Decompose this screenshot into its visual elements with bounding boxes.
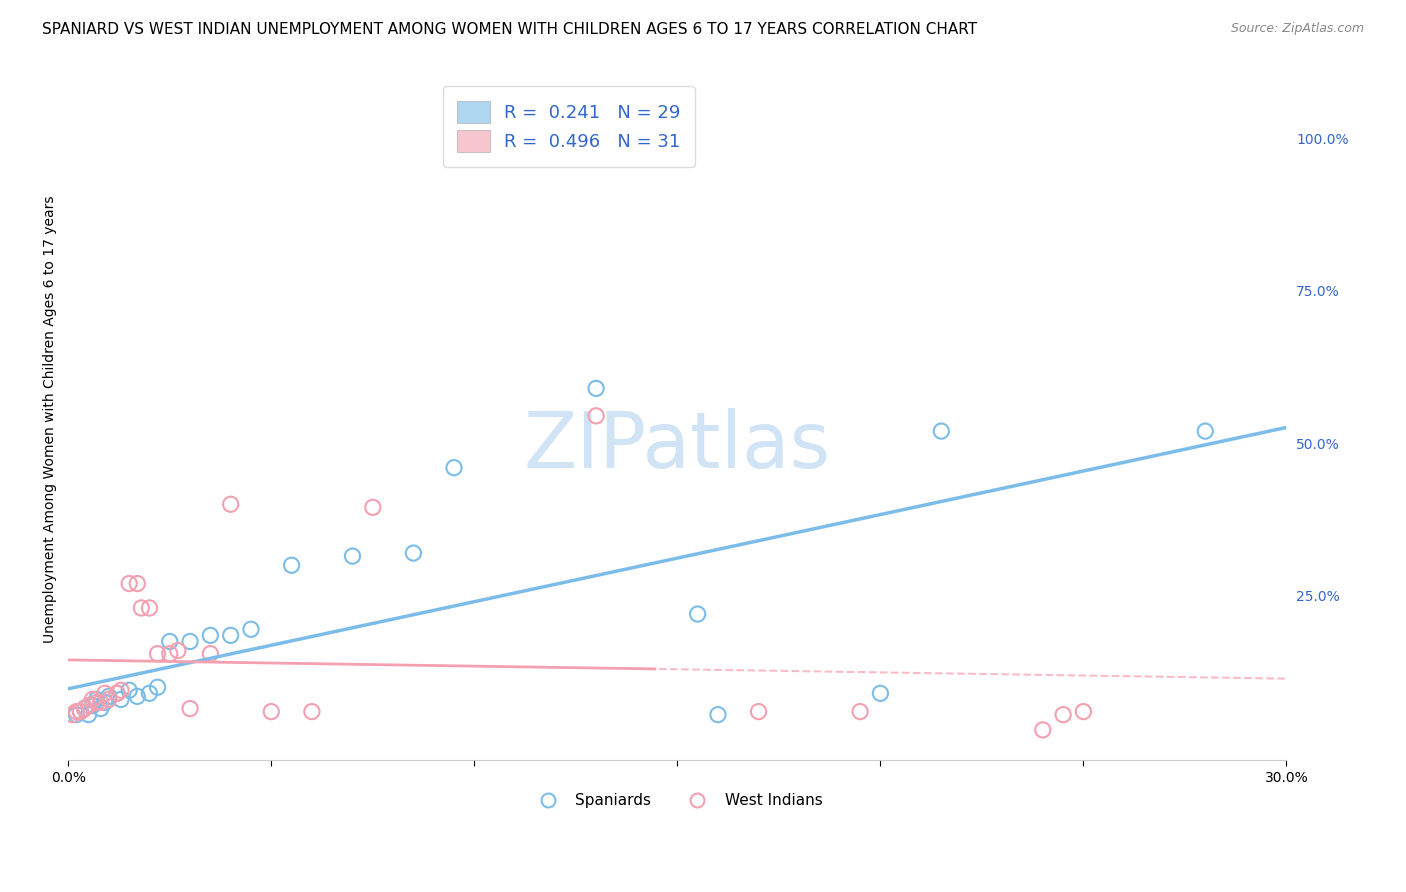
Text: ZIPatlas: ZIPatlas <box>524 409 831 484</box>
Point <box>1052 707 1074 722</box>
Point <box>707 707 730 722</box>
Point <box>219 628 242 642</box>
Point <box>94 686 117 700</box>
Point <box>138 601 160 615</box>
Point <box>105 686 128 700</box>
Point <box>73 701 96 715</box>
Point <box>585 409 607 423</box>
Point <box>97 690 120 704</box>
Point <box>73 701 96 715</box>
Point <box>239 622 262 636</box>
Point <box>402 546 425 560</box>
Y-axis label: Unemployment Among Women with Children Ages 6 to 17 years: Unemployment Among Women with Children A… <box>44 195 58 642</box>
Point <box>167 643 190 657</box>
Point <box>69 705 91 719</box>
Point <box>82 698 104 713</box>
Point <box>146 647 169 661</box>
Point <box>686 607 709 621</box>
Point <box>94 696 117 710</box>
Point <box>159 634 181 648</box>
Point <box>1194 424 1216 438</box>
Point <box>105 686 128 700</box>
Point <box>280 558 302 573</box>
Point <box>200 628 222 642</box>
Point <box>65 707 87 722</box>
Point <box>65 705 87 719</box>
Point <box>200 647 222 661</box>
Point <box>585 381 607 395</box>
Point <box>110 683 132 698</box>
Point <box>179 701 201 715</box>
Point <box>77 707 100 722</box>
Point <box>159 647 181 661</box>
Point <box>69 705 91 719</box>
Point <box>869 686 891 700</box>
Text: Source: ZipAtlas.com: Source: ZipAtlas.com <box>1230 22 1364 36</box>
Point <box>146 680 169 694</box>
Point <box>179 634 201 648</box>
Point <box>131 601 153 615</box>
Point <box>138 686 160 700</box>
Point <box>86 696 108 710</box>
Point <box>748 705 770 719</box>
Point <box>443 460 465 475</box>
Point <box>86 692 108 706</box>
Point <box>219 497 242 511</box>
Point <box>110 692 132 706</box>
Point <box>1032 723 1054 737</box>
Point <box>342 549 364 563</box>
Point <box>127 690 149 704</box>
Point <box>90 696 112 710</box>
Point <box>90 701 112 715</box>
Point <box>77 698 100 713</box>
Point <box>60 707 83 722</box>
Point <box>929 424 952 438</box>
Point <box>82 692 104 706</box>
Point <box>118 683 141 698</box>
Point <box>361 500 384 515</box>
Point <box>849 705 872 719</box>
Point <box>1073 705 1095 719</box>
Point <box>301 705 323 719</box>
Point <box>127 576 149 591</box>
Point <box>260 705 283 719</box>
Point <box>118 576 141 591</box>
Point <box>97 692 120 706</box>
Legend: Spaniards, West Indians: Spaniards, West Indians <box>526 787 828 814</box>
Text: SPANIARD VS WEST INDIAN UNEMPLOYMENT AMONG WOMEN WITH CHILDREN AGES 6 TO 17 YEAR: SPANIARD VS WEST INDIAN UNEMPLOYMENT AMO… <box>42 22 977 37</box>
